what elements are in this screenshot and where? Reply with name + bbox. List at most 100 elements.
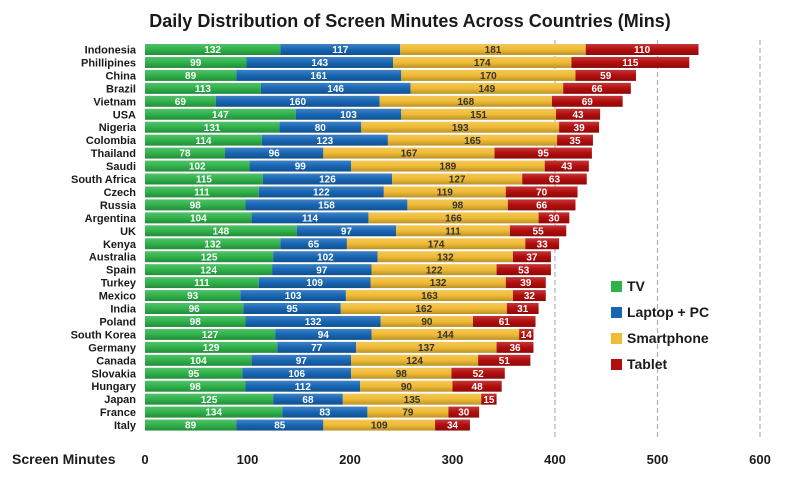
bar-smartphone [342, 393, 482, 405]
bar-laptop-pc [280, 44, 401, 55]
data-label: 15 [483, 395, 495, 406]
bar-smartphone [407, 199, 508, 211]
category-label: Canada [96, 355, 137, 367]
data-label: 174 [428, 239, 445, 250]
data-label: 103 [285, 291, 302, 302]
data-label: 132 [305, 317, 322, 328]
bar-laptop-pc [273, 251, 378, 263]
data-label: 93 [187, 291, 199, 302]
bar-smartphone [410, 82, 564, 94]
bar-tv [145, 82, 261, 94]
data-label: 158 [318, 201, 335, 212]
data-label: 48 [472, 382, 484, 393]
bar-laptop-pc [273, 393, 343, 405]
data-label: 59 [600, 71, 612, 82]
bar-laptop-pc [224, 147, 324, 159]
data-label: 68 [302, 395, 314, 406]
data-label: 127 [202, 330, 219, 341]
x-axis-label: Screen Minutes [12, 451, 116, 467]
bar-tv [145, 406, 283, 418]
bar-tablet [496, 341, 534, 353]
bar-tablet [512, 251, 551, 263]
bar-smartphone [351, 367, 452, 379]
category-label: USA [113, 109, 136, 121]
x-tick-label: 300 [442, 452, 464, 467]
bar-laptop-pc [260, 82, 411, 94]
bar-tv [145, 419, 237, 431]
bar-laptop-pc [280, 238, 347, 250]
bar-smartphone [345, 290, 513, 302]
category-label: South Korea [71, 329, 137, 341]
data-label: 112 [295, 382, 312, 393]
data-label: 98 [190, 317, 202, 328]
category-label: China [105, 70, 136, 82]
category-label: Russia [100, 200, 137, 212]
bar-laptop-pc [258, 186, 384, 198]
data-label: 146 [327, 84, 344, 95]
data-label: 181 [485, 45, 502, 56]
category-label: Japan [104, 394, 136, 406]
data-label: 110 [634, 45, 651, 56]
data-label: 149 [478, 84, 495, 95]
category-label: Turkey [101, 278, 137, 290]
data-label: 30 [458, 408, 470, 419]
data-label: 95 [287, 304, 299, 315]
category-label: Phillipines [81, 57, 136, 69]
legend-label: TV [627, 278, 646, 294]
bar-smartphone [401, 69, 576, 81]
data-label: 63 [549, 175, 561, 186]
data-label: 55 [533, 226, 545, 237]
bar-smartphone [380, 315, 473, 327]
data-label: 65 [308, 239, 320, 250]
data-label: 31 [517, 304, 529, 315]
bar-tablet [478, 354, 531, 366]
data-label: 167 [401, 149, 418, 160]
category-label: Brazil [106, 83, 136, 95]
bar-tv [145, 186, 259, 198]
data-label: 170 [480, 71, 497, 82]
bar-laptop-pc [215, 95, 380, 107]
bar-laptop-pc [275, 328, 372, 340]
data-label: 119 [437, 188, 454, 199]
data-label: 129 [203, 343, 220, 354]
data-label: 69 [175, 97, 187, 108]
bar-tv [145, 393, 274, 405]
data-label: 102 [189, 162, 206, 173]
legend-label: Smartphone [627, 330, 709, 346]
data-label: 37 [526, 252, 538, 263]
bar-tablet [585, 44, 699, 55]
bar-laptop-pc [258, 277, 371, 289]
bar-laptop-pc [295, 108, 402, 120]
x-axis-ticks: 0 100 200 300 400 500 600 [141, 452, 770, 467]
bar-laptop-pc [296, 225, 397, 237]
data-label: 80 [315, 123, 327, 134]
data-label: 39 [520, 278, 532, 289]
data-label: 77 [311, 343, 323, 354]
bar-tv [145, 225, 297, 237]
bar-tablet [559, 121, 600, 133]
data-label: 35 [569, 136, 581, 147]
data-label: 97 [296, 356, 308, 367]
bar-tv [145, 69, 237, 81]
bar-tablet [557, 134, 593, 146]
legend-swatch [611, 281, 622, 292]
category-labels: IndonesiaPhillipinesChinaBrazilVietnamUS… [71, 45, 137, 433]
data-label: 132 [204, 45, 221, 56]
data-label: 132 [437, 252, 454, 263]
data-label: 43 [561, 162, 573, 173]
data-label: 96 [189, 304, 201, 315]
bar-laptop-pc [245, 199, 408, 211]
chart-title: Daily Distribution of Screen Minutes Acr… [149, 11, 670, 31]
bar-tablet [435, 419, 470, 431]
bar-tv [145, 328, 276, 340]
category-label: Thailand [91, 148, 136, 160]
bar-laptop-pc [245, 380, 361, 392]
data-label: 89 [185, 71, 197, 82]
data-label: 109 [306, 278, 323, 289]
category-label: Germany [88, 342, 137, 354]
bar-smartphone [351, 354, 479, 366]
bar-laptop-pc [249, 160, 352, 172]
data-label: 123 [317, 136, 334, 147]
